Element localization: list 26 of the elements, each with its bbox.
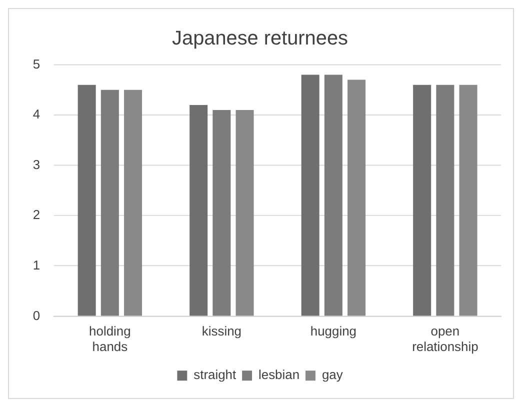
y-tick-label: 0 [32, 308, 40, 323]
x-tick-label: kissing [202, 324, 242, 338]
bar [236, 110, 254, 316]
bar [78, 84, 96, 316]
x-tick-label: hugging [310, 324, 356, 338]
x-tick-label: holding hands [89, 324, 131, 354]
bar [124, 90, 142, 316]
bar [324, 74, 342, 316]
bar [190, 104, 208, 316]
y-tick-label: 3 [32, 156, 40, 172]
legend-label: straight [194, 367, 236, 382]
x-tick-label: open relationship [412, 324, 478, 354]
bar [100, 90, 119, 316]
bar [348, 80, 366, 316]
y-tick-label: 1 [32, 257, 40, 272]
legend-label: lesbian [258, 367, 300, 382]
y-tick-label: 4 [32, 106, 40, 122]
y-tick-label: 2 [32, 207, 40, 222]
legend-label: gay [322, 367, 344, 382]
bar [212, 110, 231, 316]
bar [436, 84, 454, 316]
bar [301, 74, 320, 316]
bar [413, 84, 432, 316]
chart-title: Japanese returnees [172, 27, 348, 50]
y-tick-label: 5 [32, 56, 40, 72]
bar [459, 84, 478, 316]
